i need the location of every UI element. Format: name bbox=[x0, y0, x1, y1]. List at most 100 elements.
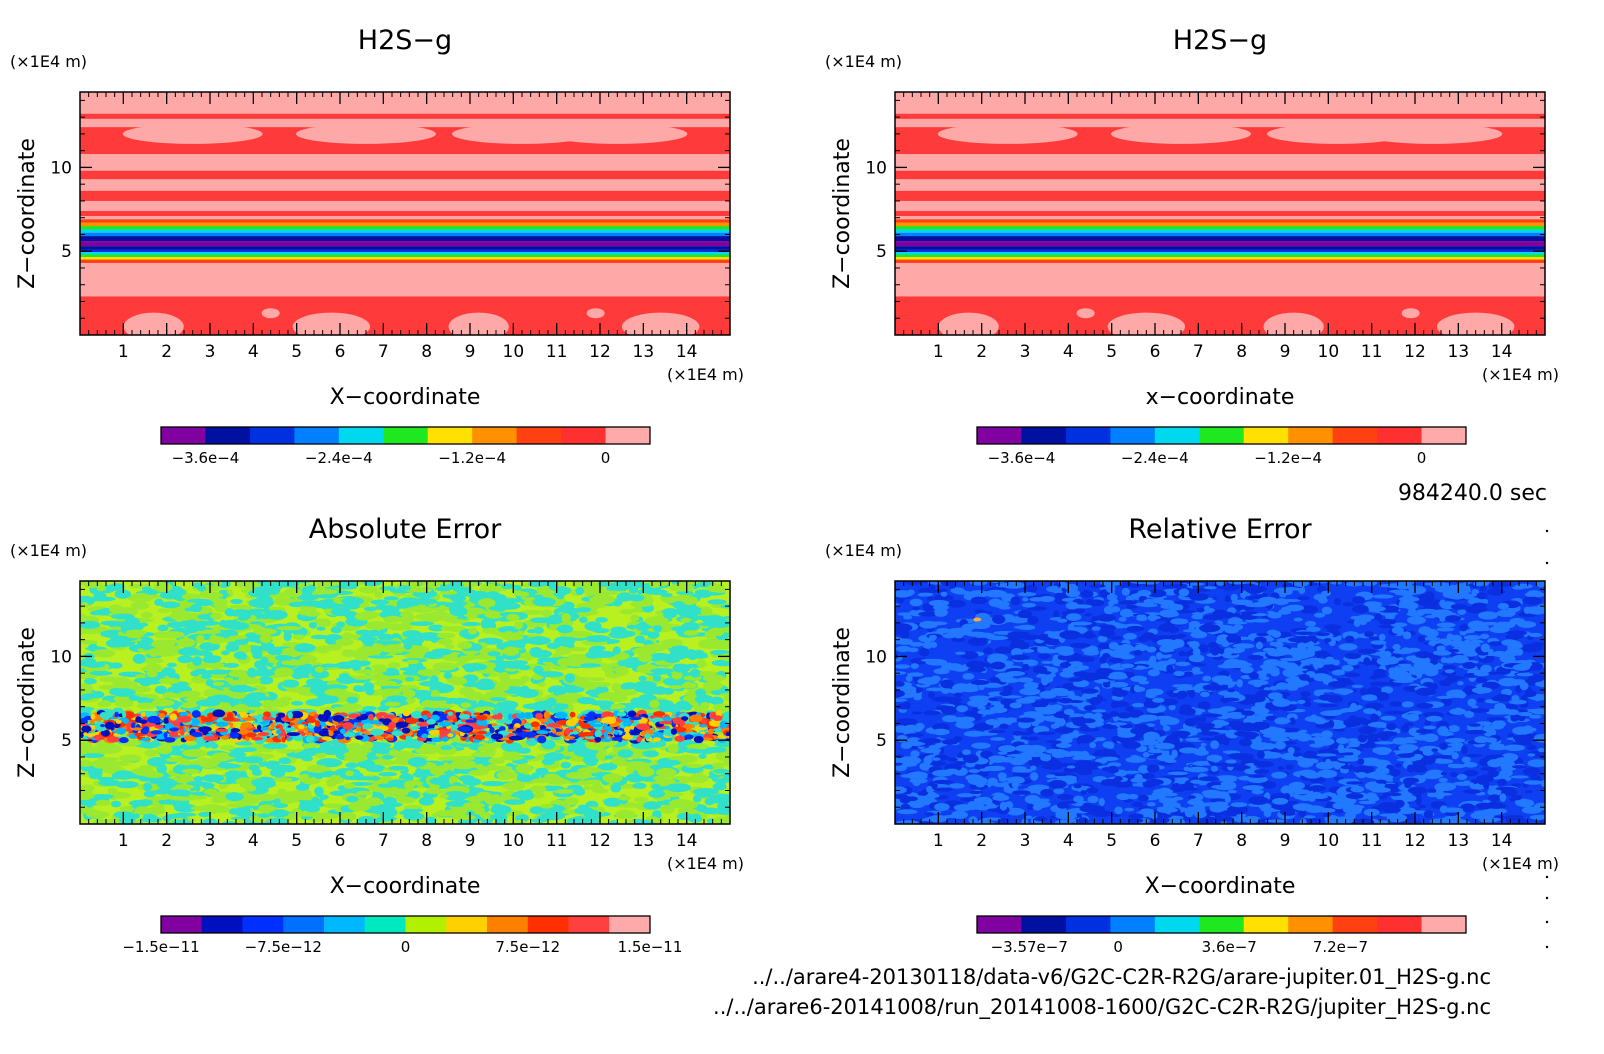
field-blob bbox=[689, 773, 709, 783]
field-blob bbox=[201, 774, 225, 783]
field-feature bbox=[938, 312, 999, 335]
field-blob bbox=[644, 732, 651, 740]
field-blob bbox=[440, 625, 452, 631]
field-blob bbox=[429, 675, 439, 684]
field-blob bbox=[568, 630, 593, 639]
x-unit-label: (×1E4 m) bbox=[1482, 365, 1559, 384]
field-blob bbox=[225, 643, 240, 652]
field-blob bbox=[477, 730, 487, 735]
field-blob bbox=[667, 743, 679, 754]
field-blob bbox=[424, 816, 437, 824]
field-blob bbox=[693, 735, 704, 744]
field-blob bbox=[237, 616, 247, 621]
field-blob bbox=[552, 789, 575, 794]
field-blob bbox=[1395, 763, 1402, 768]
field-blob bbox=[413, 597, 438, 605]
field-blob bbox=[713, 703, 730, 712]
field-blob bbox=[244, 784, 257, 792]
field-blob bbox=[179, 743, 201, 751]
field-band bbox=[895, 236, 1545, 242]
field-blob bbox=[154, 598, 164, 606]
field-blob bbox=[430, 635, 439, 643]
field-blob bbox=[404, 652, 430, 660]
field-blob bbox=[166, 662, 177, 668]
field-blob bbox=[565, 719, 577, 727]
field-blob bbox=[1529, 714, 1542, 719]
field-blob bbox=[179, 728, 185, 736]
field-blob bbox=[240, 747, 257, 752]
field-blob bbox=[439, 794, 449, 799]
field-blob bbox=[623, 820, 636, 824]
field-blob bbox=[215, 721, 229, 727]
field-blob bbox=[171, 784, 195, 790]
field-blob bbox=[528, 738, 537, 742]
colorbar-swatch bbox=[294, 427, 340, 444]
field-blob bbox=[685, 748, 709, 754]
field-blob bbox=[288, 601, 304, 608]
field-blob bbox=[481, 718, 488, 727]
colorbar-swatch bbox=[338, 427, 384, 444]
field-blob bbox=[178, 690, 201, 698]
field-blob bbox=[89, 670, 113, 676]
field-blob bbox=[649, 699, 660, 709]
field-blob bbox=[105, 639, 126, 648]
field-blob bbox=[714, 741, 730, 748]
colorbar-swatch bbox=[161, 916, 203, 933]
field-blob bbox=[533, 793, 544, 798]
field-blob bbox=[650, 668, 674, 674]
field-blob bbox=[617, 749, 634, 758]
field-blob bbox=[648, 789, 665, 798]
field-blob bbox=[186, 764, 201, 770]
field-blob bbox=[379, 688, 402, 695]
field-blob bbox=[424, 788, 446, 795]
x-tick-label: 6 bbox=[1150, 342, 1161, 362]
field-blob bbox=[668, 583, 695, 592]
field-blob bbox=[212, 709, 226, 718]
field-blob bbox=[139, 679, 152, 687]
x-tick-label: 8 bbox=[421, 831, 432, 851]
field-blob bbox=[362, 741, 374, 750]
field-blob bbox=[701, 737, 713, 741]
x-tick-label: 9 bbox=[1280, 342, 1291, 362]
field-blob bbox=[268, 809, 290, 818]
field-blob bbox=[374, 680, 398, 687]
field-blob bbox=[412, 771, 429, 778]
field-blob bbox=[532, 727, 540, 731]
field-blob bbox=[532, 777, 552, 784]
field-blob bbox=[599, 738, 613, 742]
field-blob bbox=[696, 659, 707, 668]
field-feature bbox=[621, 312, 700, 335]
field-blob bbox=[468, 627, 478, 635]
field-blob bbox=[1463, 635, 1482, 641]
field-blob bbox=[652, 711, 666, 717]
field-blob bbox=[92, 649, 116, 658]
field-blob bbox=[354, 612, 373, 621]
field-blob bbox=[402, 630, 422, 638]
field-blob bbox=[439, 590, 458, 595]
field-blob bbox=[610, 783, 622, 793]
field-blob bbox=[108, 604, 124, 614]
colorbar-swatch bbox=[1110, 427, 1156, 444]
field-blob bbox=[367, 629, 381, 637]
x-tick-label: 11 bbox=[1361, 342, 1383, 362]
field-blob bbox=[627, 774, 644, 783]
x-tick-label: 14 bbox=[676, 342, 698, 362]
field-blob bbox=[342, 722, 354, 731]
field-blob bbox=[496, 719, 510, 724]
field-blob bbox=[131, 727, 144, 731]
field-blob bbox=[219, 745, 236, 751]
field-blob bbox=[466, 778, 479, 785]
field-blob bbox=[192, 656, 203, 667]
field-blob bbox=[488, 672, 500, 678]
field-blob bbox=[611, 755, 625, 765]
field-blob bbox=[637, 652, 653, 663]
field-blob bbox=[80, 620, 101, 629]
field-blob bbox=[712, 715, 723, 721]
field-band bbox=[80, 229, 730, 233]
field-blob bbox=[142, 726, 150, 732]
field-blob bbox=[693, 649, 705, 659]
x-tick-label: 2 bbox=[976, 342, 987, 362]
field-blob bbox=[636, 736, 642, 743]
